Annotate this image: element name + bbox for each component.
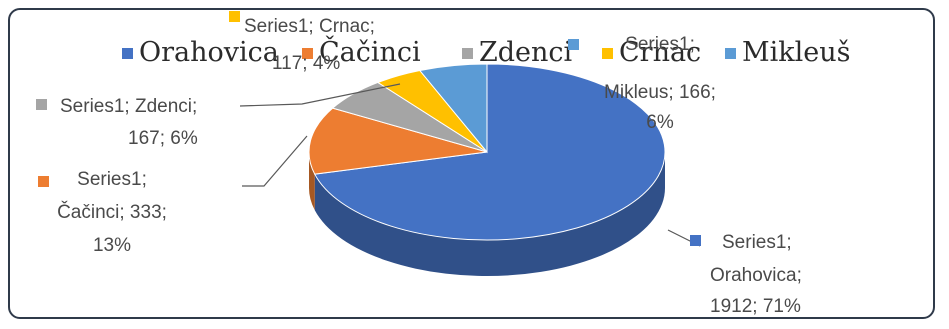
pie-sides bbox=[309, 152, 665, 277]
data-label-key-mikleus bbox=[568, 39, 579, 50]
data-label-cacinci-line-1: Series1; bbox=[77, 169, 147, 190]
data-label-key-crnac bbox=[229, 11, 240, 22]
pie-slice-orahovica bbox=[313, 63, 666, 241]
pie-slice-cacinci bbox=[308, 107, 488, 175]
pie-side-cacinci bbox=[309, 152, 315, 211]
data-label-cacinci-line-2: Čačinci; 333; bbox=[57, 201, 167, 223]
data-label-mikleus-line-3: 6% bbox=[646, 112, 674, 133]
legend-swatch-crnac bbox=[602, 48, 613, 59]
leader-line-cacinci bbox=[242, 135, 308, 187]
data-label-mikleus-line-1: Series1; bbox=[625, 34, 695, 55]
data-label-zdenci-line-2: 167; 6% bbox=[128, 128, 198, 149]
legend-label-zdenci: Zdenci bbox=[479, 37, 573, 68]
data-label-key-cacinci bbox=[38, 176, 49, 187]
data-label-crnac-line-1: Series1; Crnac; bbox=[244, 16, 375, 37]
pie-chart: Orahovica Čačinci Zdenci Crnac MikleušSeries… bbox=[36, 11, 851, 317]
legend: Orahovica Čačinci Zdenci Crnac Mikleuš bbox=[122, 34, 851, 68]
pie-top bbox=[308, 63, 666, 241]
leader-line-zdenci bbox=[239, 83, 401, 107]
data-label-zdenci-line-1: Series1; Zdenci; bbox=[60, 96, 197, 117]
legend-swatch-zdenci bbox=[462, 48, 473, 59]
legend-swatch-mikleus bbox=[725, 48, 736, 59]
data-label-orahovica-line-1: Series1; bbox=[722, 232, 792, 253]
data-label-key-orahovica bbox=[690, 235, 701, 246]
data-label-cacinci-line-3: 13% bbox=[93, 235, 131, 256]
legend-label-orahovica: Orahovica bbox=[139, 37, 279, 68]
data-label-crnac-line-2: 117; 4% bbox=[272, 53, 340, 74]
legend-label-mikleus: Mikleuš bbox=[742, 37, 851, 68]
legend-swatch-cacinci bbox=[302, 48, 313, 59]
chart-frame: Orahovica Čačinci Zdenci Crnac Mikleuš Series… bbox=[8, 8, 935, 319]
pie-side-orahovica bbox=[314, 152, 665, 277]
data-label-mikleus-line-2: Mikleus; 166; bbox=[604, 82, 716, 103]
data-label-orahovica-line-2: Orahovica; bbox=[710, 265, 802, 286]
legend-label-crnac: Crnac bbox=[619, 37, 701, 68]
data-label-key-zdenci bbox=[36, 99, 47, 110]
legend-swatch-orahovica bbox=[122, 48, 133, 59]
pie-slice-mikleus bbox=[418, 63, 488, 154]
data-label-orahovica-line-3: 1912; 71% bbox=[710, 296, 801, 317]
data-labels: Series1; Orahovica; 1912; 71% Series1; Čačin… bbox=[36, 11, 802, 317]
legend-label-cacinci: Čačinci bbox=[319, 34, 421, 68]
